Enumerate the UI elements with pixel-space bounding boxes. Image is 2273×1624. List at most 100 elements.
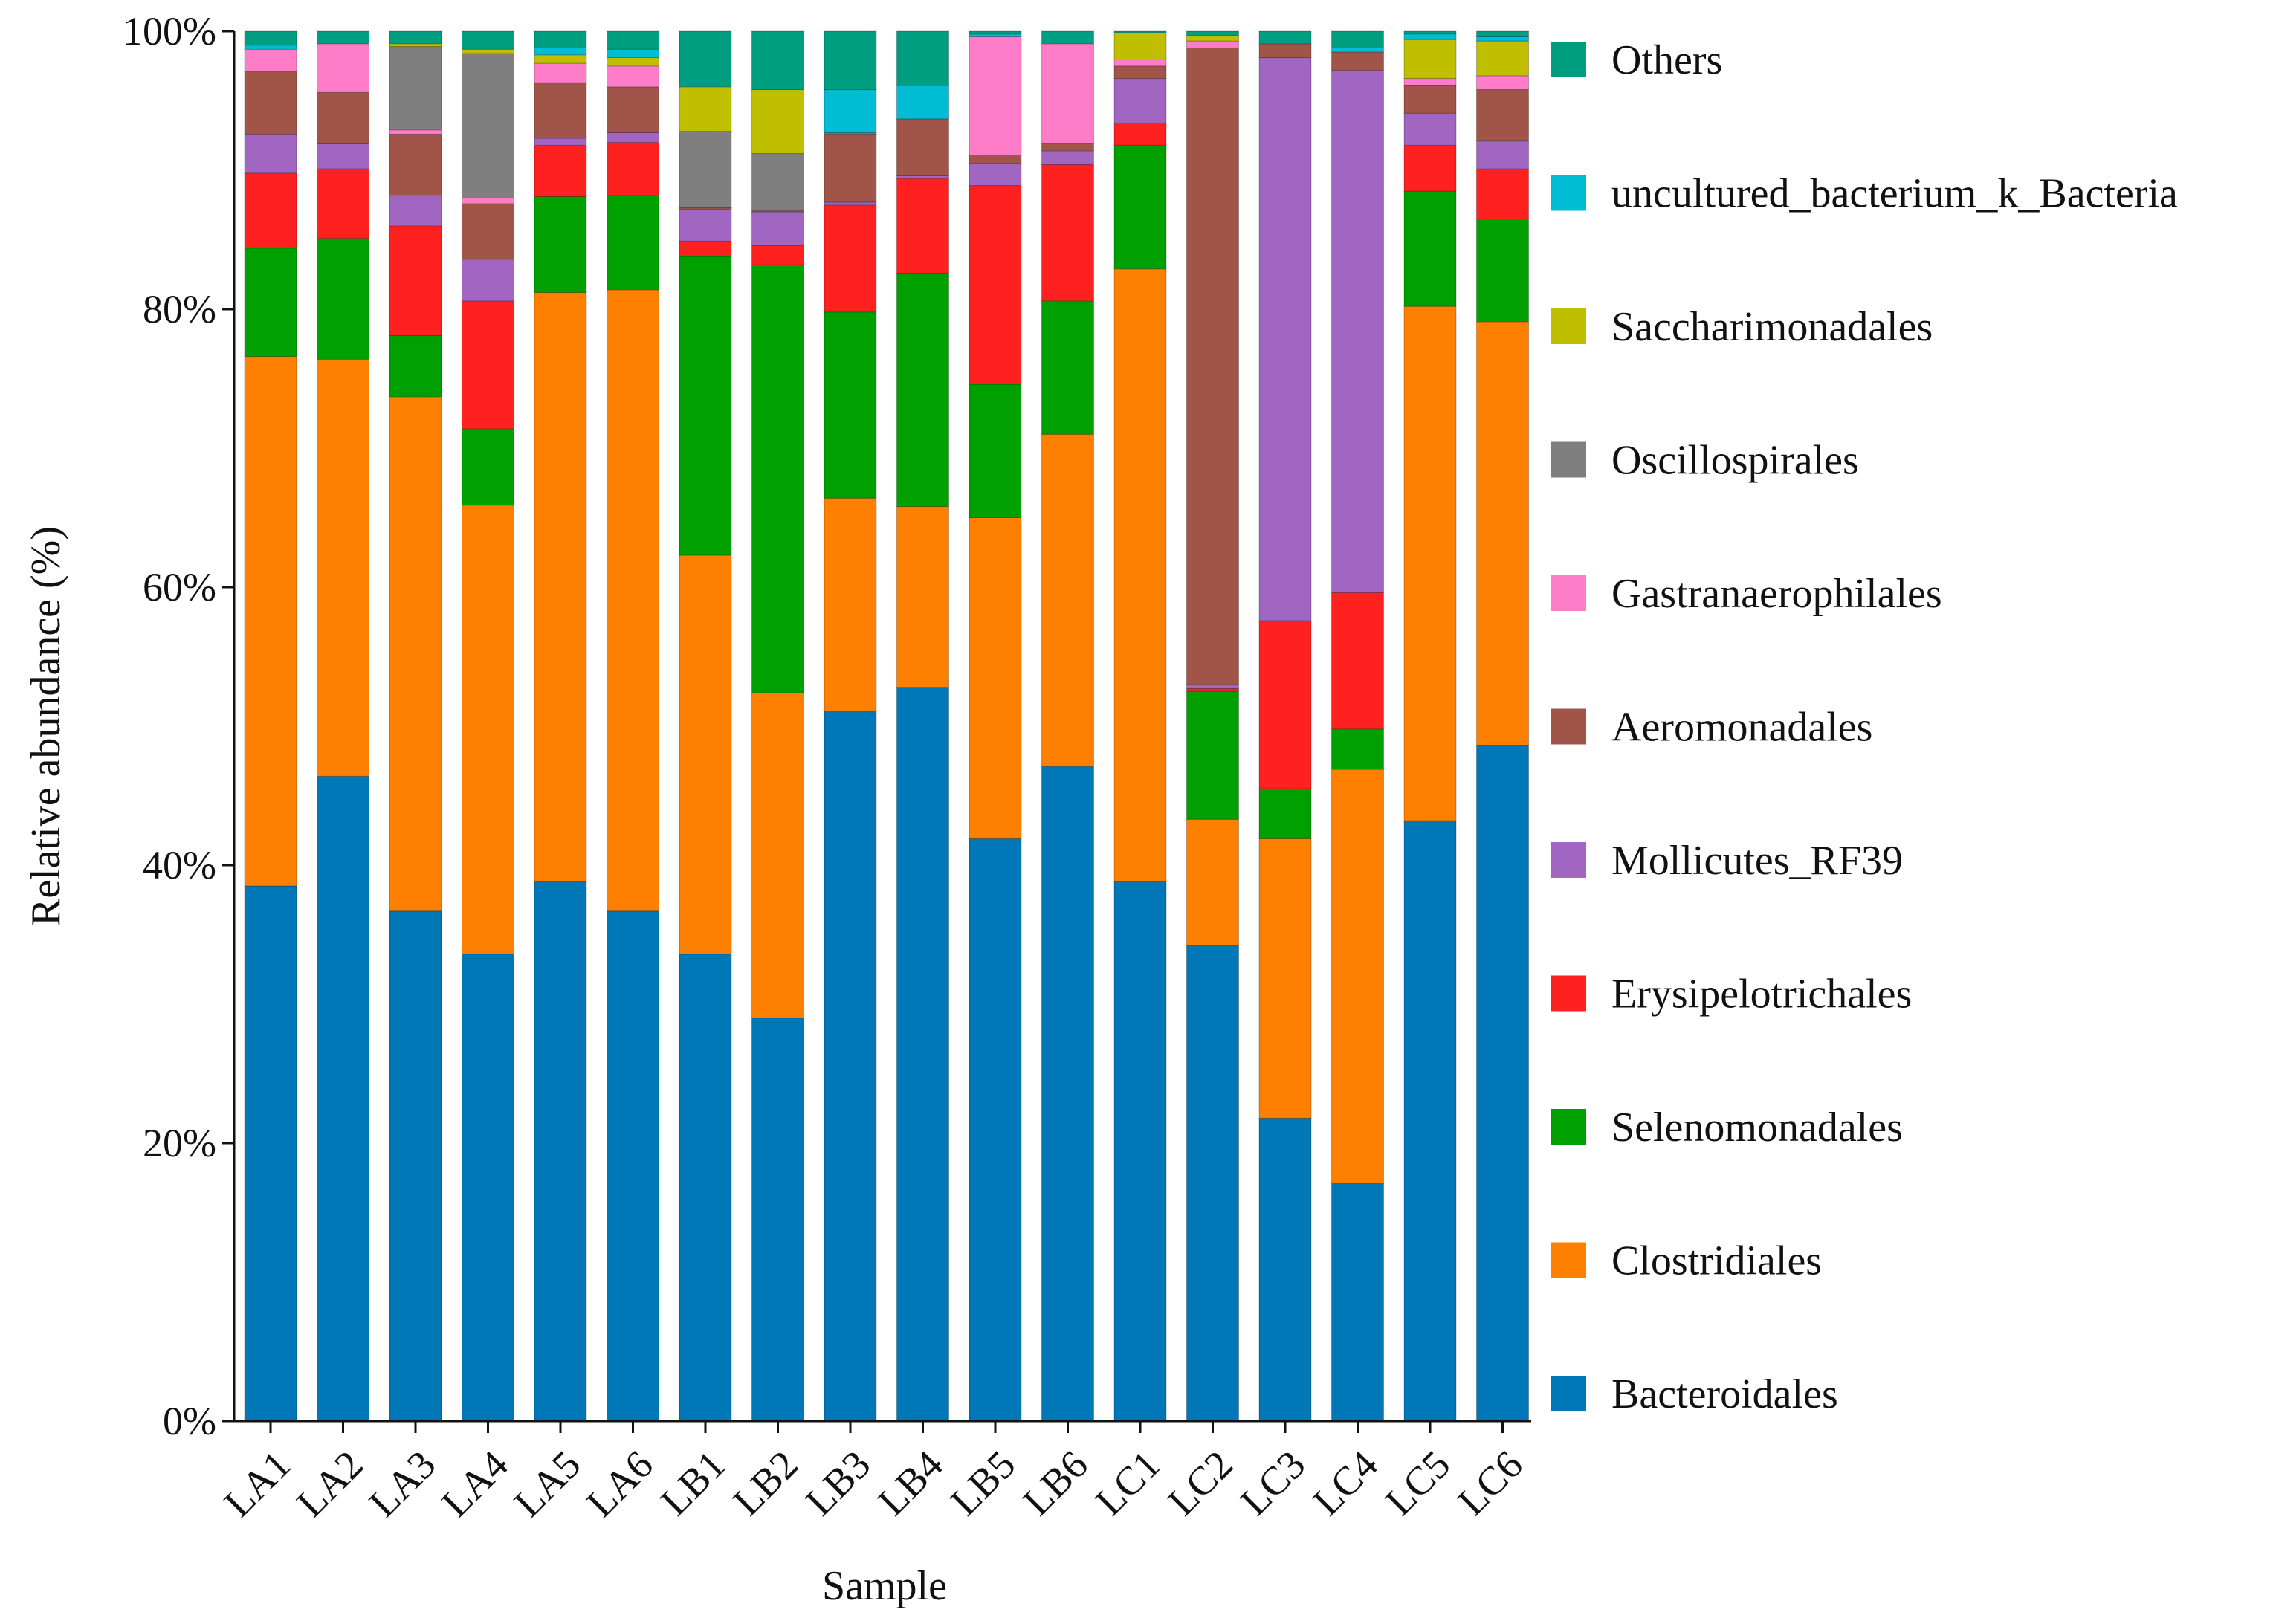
bar-segment-bacteroidales bbox=[1331, 1183, 1384, 1422]
bar-segment-others bbox=[462, 30, 514, 50]
x-tick-label: LA6 bbox=[578, 1442, 662, 1525]
bar-segment-mollicutes-rf39 bbox=[1113, 78, 1167, 123]
y-tick-label: 60% bbox=[143, 565, 216, 609]
bar-segment-clostridiales bbox=[317, 358, 369, 777]
bar-segment-erysipelotrichales bbox=[1403, 144, 1457, 192]
bar-segment-aeromonadales bbox=[1186, 47, 1239, 685]
bar-segment-oscillospirales bbox=[389, 46, 442, 131]
bar-segment-clostridiales bbox=[244, 356, 297, 887]
bar-segment-selenomonadales bbox=[824, 311, 877, 499]
bar-segment-uncultured-bacterium-k-bacteria bbox=[1331, 47, 1384, 53]
bar-segment-clostridiales bbox=[1041, 433, 1094, 767]
bar-segment-gastranaerophilales bbox=[1041, 43, 1094, 144]
bar-segment-aeromonadales bbox=[969, 154, 1022, 164]
bar-segment-aeromonadales bbox=[317, 91, 369, 144]
bar-segment-mollicutes-rf39 bbox=[1403, 112, 1457, 146]
bar-segment-selenomonadales bbox=[969, 384, 1022, 518]
bar-segment-gastranaerophilales bbox=[1476, 75, 1529, 91]
bar-segment-clostridiales bbox=[751, 692, 804, 1019]
bar-segment-others bbox=[969, 30, 1022, 35]
bar-segment-mollicutes-rf39 bbox=[1331, 69, 1384, 593]
bar-segment-oscillospirales bbox=[679, 131, 732, 208]
bar-segment-mollicutes-rf39 bbox=[1258, 57, 1312, 621]
bar-segment-erysipelotrichales bbox=[1331, 592, 1384, 730]
bar-segment-mollicutes-rf39 bbox=[969, 163, 1022, 187]
bar-segment-mollicutes-rf39 bbox=[824, 201, 877, 206]
bar-segment-bacteroidales bbox=[1258, 1117, 1312, 1422]
bar-segment-gastranaerophilales bbox=[389, 129, 442, 135]
bar-segment-gastranaerophilales bbox=[534, 62, 587, 83]
bar-segment-clostridiales bbox=[1113, 268, 1167, 882]
x-tick-label: LC1 bbox=[1087, 1442, 1168, 1524]
bar-segment-clostridiales bbox=[824, 497, 877, 711]
bar-segment-clostridiales bbox=[462, 505, 514, 955]
bar-segment-clostridiales bbox=[1331, 769, 1384, 1184]
legend-label: Selenomonadales bbox=[1611, 1104, 1903, 1151]
legend-swatch bbox=[1551, 708, 1586, 745]
legend-label: Mollicutes_RF39 bbox=[1611, 838, 1903, 884]
bar-segment-erysipelotrichales bbox=[824, 204, 877, 313]
bar-segment-selenomonadales bbox=[1041, 300, 1094, 435]
bar-segment-uncultured-bacterium-k-bacteria bbox=[896, 85, 949, 120]
bar-segment-others bbox=[751, 30, 804, 91]
bar-segment-uncultured-bacterium-k-bacteria bbox=[244, 45, 297, 50]
bar-segment-clostridiales bbox=[389, 396, 442, 912]
bar-segment-mollicutes-rf39 bbox=[244, 133, 297, 174]
bar-segment-clostridiales bbox=[607, 289, 659, 912]
y-tick-label: 20% bbox=[143, 1121, 216, 1165]
bar-segment-gastranaerophilales bbox=[462, 197, 514, 204]
bar-segment-aeromonadales bbox=[896, 118, 949, 176]
legend-swatch bbox=[1551, 575, 1586, 611]
bar-segment-uncultured-bacterium-k-bacteria bbox=[969, 33, 1022, 37]
legend-label: Aeromonadales bbox=[1611, 705, 1872, 751]
legend-label: Oscillospirales bbox=[1611, 438, 1859, 484]
x-tick-label: LC5 bbox=[1377, 1442, 1458, 1524]
legend-swatch bbox=[1551, 441, 1586, 478]
bar-segment-uncultured-bacterium-k-bacteria bbox=[1403, 33, 1457, 40]
bar-segment-aeromonadales bbox=[607, 86, 659, 134]
bar-segment-bacteroidales bbox=[462, 954, 514, 1422]
bar-segment-saccharimonadales bbox=[607, 57, 659, 67]
bar-segment-erysipelotrichales bbox=[1041, 164, 1094, 302]
bar-segment-saccharimonadales bbox=[389, 43, 442, 48]
bar-segment-erysipelotrichales bbox=[1186, 688, 1239, 692]
bar-segment-gastranaerophilales bbox=[969, 36, 1022, 155]
legend-label: Gastranaerophilales bbox=[1611, 571, 1942, 617]
bar-segment-mollicutes-rf39 bbox=[896, 175, 949, 179]
legend-label: Erysipelotrichales bbox=[1611, 971, 1912, 1018]
y-axis-title: Relative abundance (%) bbox=[23, 526, 69, 926]
legend-swatch bbox=[1551, 842, 1586, 878]
bar-segment-erysipelotrichales bbox=[1258, 620, 1312, 789]
bar-segment-others bbox=[317, 30, 369, 45]
y-tick-label: 40% bbox=[143, 843, 216, 887]
bar-segment-aeromonadales bbox=[1041, 143, 1094, 152]
bar-segment-bacteroidales bbox=[751, 1018, 804, 1422]
legend-swatch bbox=[1551, 175, 1586, 211]
x-tick-label: LB1 bbox=[652, 1442, 734, 1524]
bar-segment-aeromonadales bbox=[389, 133, 442, 196]
x-tick-label: LC4 bbox=[1304, 1442, 1386, 1524]
legend-swatch bbox=[1551, 42, 1586, 77]
bar-segment-selenomonadales bbox=[244, 248, 297, 358]
legend-label: Others bbox=[1611, 37, 1722, 83]
plot-area bbox=[244, 30, 1529, 1422]
bar-segment-bacteroidales bbox=[679, 954, 732, 1422]
bar-segment-erysipelotrichales bbox=[1476, 168, 1529, 219]
bar-segment-selenomonadales bbox=[317, 238, 369, 360]
x-tick-label: LB6 bbox=[1015, 1442, 1096, 1524]
bar-segment-selenomonadales bbox=[534, 196, 587, 294]
bar-segment-aeromonadales bbox=[534, 82, 587, 139]
bar-segment-gastranaerophilales bbox=[607, 65, 659, 88]
x-tick-label: LB2 bbox=[725, 1442, 806, 1524]
bar-segment-selenomonadales bbox=[1331, 728, 1384, 770]
bar-segment-bacteroidales bbox=[1113, 881, 1167, 1422]
legend-label: Clostridiales bbox=[1611, 1238, 1822, 1284]
bar-segment-bacteroidales bbox=[896, 687, 949, 1422]
bar-segment-mollicutes-rf39 bbox=[607, 132, 659, 143]
legend: Others uncultured_bacterium_k_Bacteria Sac… bbox=[1551, 37, 2178, 1417]
x-tick-label: LC3 bbox=[1232, 1442, 1313, 1524]
bar-segment-aeromonadales bbox=[244, 71, 297, 135]
bar-segment-clostridiales bbox=[679, 554, 732, 955]
legend-label: Saccharimonadales bbox=[1611, 304, 1933, 350]
bar-segment-selenomonadales bbox=[389, 335, 442, 398]
